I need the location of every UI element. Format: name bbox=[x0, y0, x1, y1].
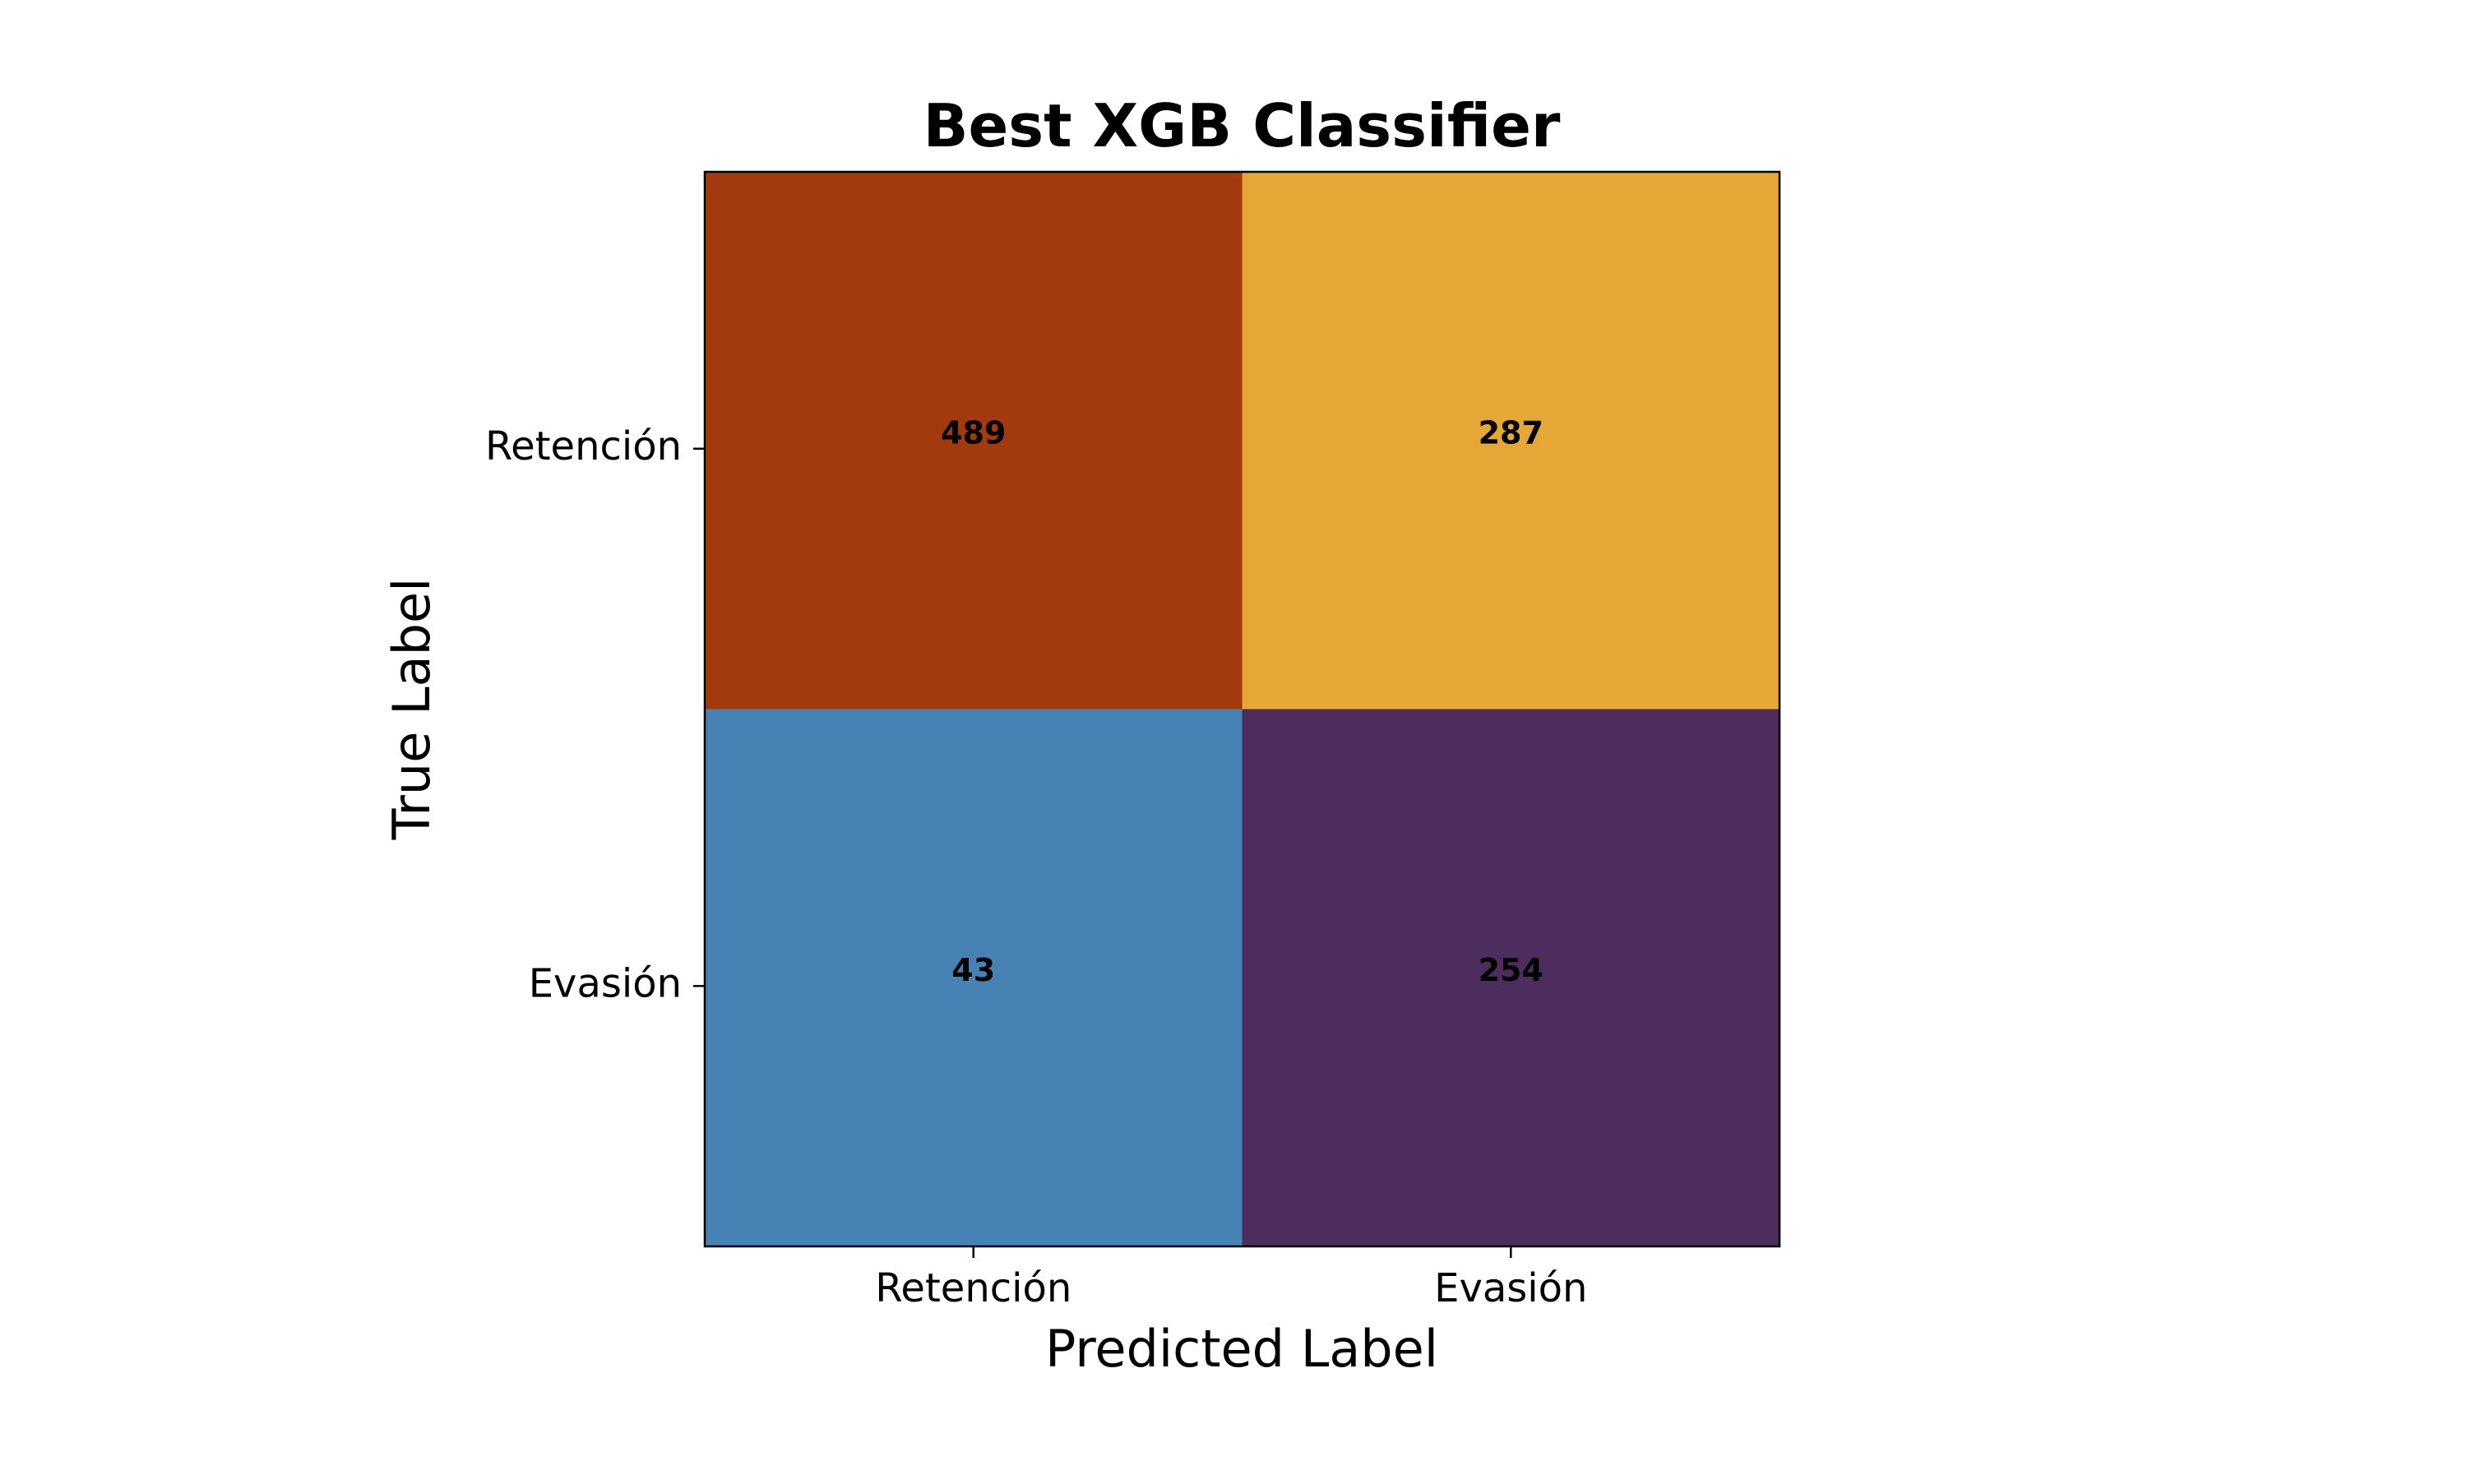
plot-frame bbox=[703, 170, 1781, 1248]
cell-annotations: 489 287 43 254 bbox=[941, 414, 1544, 988]
y-axis-label: True Label bbox=[382, 578, 442, 841]
cell-value-r1-c0: 43 bbox=[951, 952, 995, 988]
chart-title: Best XGB Classifier bbox=[923, 91, 1561, 160]
heatmap-cell-r1-c0 bbox=[705, 709, 1243, 1247]
y-tick-label-0: Retención bbox=[485, 423, 682, 469]
x-tick-label-0: Retención bbox=[875, 1265, 1072, 1311]
heatmap-cell-r0-c1 bbox=[1242, 172, 1780, 710]
heatmap-cell-r0-c0 bbox=[705, 172, 1243, 710]
cell-value-r0-c0: 489 bbox=[941, 414, 1006, 451]
x-axis-ticks: Retención Evasión bbox=[875, 1246, 1587, 1311]
heatmap-cell-r1-c1 bbox=[1242, 709, 1780, 1247]
y-tick-label-1: Evasión bbox=[529, 960, 682, 1006]
cell-value-r1-c1: 254 bbox=[1479, 952, 1544, 988]
heatmap-cells bbox=[705, 172, 1780, 1247]
y-axis-ticks: Retención Evasión bbox=[485, 423, 705, 1006]
cell-value-r0-c1: 287 bbox=[1479, 414, 1544, 451]
x-axis-label: Predicted Label bbox=[1045, 1319, 1438, 1379]
x-tick-label-1: Evasión bbox=[1434, 1265, 1587, 1311]
